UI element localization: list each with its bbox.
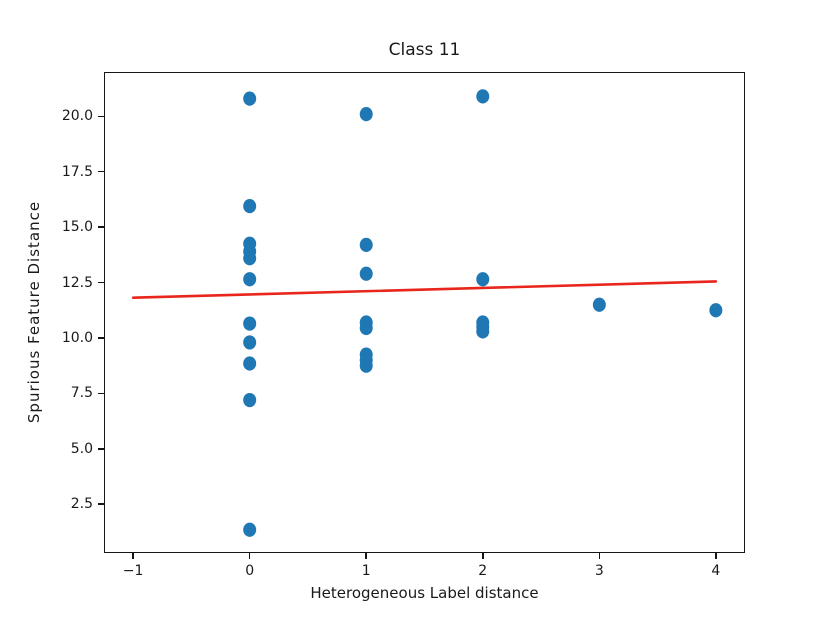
y-tick-mark (98, 448, 104, 450)
x-tick-mark (132, 553, 134, 559)
y-tick-label: 20.0 (61, 108, 93, 125)
y-tick-label: 12.5 (61, 274, 93, 291)
y-tick-label: 2.5 (70, 496, 93, 513)
x-tick-label: −1 (122, 563, 144, 579)
scatter-point (243, 199, 257, 214)
x-axis-label: Heterogeneous Label distance (310, 584, 539, 602)
scatter-point (359, 237, 373, 252)
y-tick-mark (98, 392, 104, 395)
x-tick-mark (598, 553, 601, 559)
x-tick-mark (365, 553, 367, 559)
x-tick-label: 4 (711, 563, 721, 579)
scatter-point (243, 335, 257, 350)
scatter-point (243, 316, 257, 331)
scatter-point (592, 297, 606, 312)
x-tick-label: 1 (361, 563, 371, 579)
trend-line (131, 280, 718, 299)
scatter-point (243, 272, 257, 287)
scatter-point (359, 320, 373, 336)
chart-canvas (131, 89, 723, 537)
scatter-point (243, 356, 257, 371)
y-tick-label: 10.0 (61, 329, 93, 346)
y-tick-label: 7.5 (70, 385, 93, 402)
plot-area (104, 72, 745, 553)
scatter-point (243, 522, 257, 537)
x-tick-label: 3 (594, 563, 604, 579)
scatter-point (243, 91, 257, 106)
x-tick-label: 2 (478, 563, 488, 579)
scatter-point (359, 107, 373, 122)
y-tick-mark (98, 170, 104, 173)
x-tick-mark (715, 553, 717, 559)
scatter-point (476, 89, 490, 104)
y-tick-mark (98, 503, 104, 505)
y-axis-label: Spurious Feature Distance (25, 200, 43, 424)
scatter-point (476, 324, 490, 339)
scatter-point (243, 251, 257, 266)
x-tick-label: 0 (245, 563, 255, 579)
y-tick-label: 15.0 (61, 219, 93, 236)
scatter-point (709, 303, 723, 318)
y-tick-label: 17.5 (61, 163, 93, 180)
scatter-point (359, 266, 373, 281)
y-tick-mark (98, 115, 104, 118)
scatter-point (476, 272, 490, 287)
y-tick-mark (98, 226, 104, 228)
chart-title: Class 11 (388, 40, 461, 60)
x-tick-mark (482, 553, 484, 559)
x-tick-mark (248, 553, 251, 559)
y-tick-mark (98, 337, 104, 339)
y-tick-label: 5.0 (70, 440, 93, 457)
y-tick-mark (98, 281, 104, 284)
scatter-point (359, 358, 373, 373)
scatter-point (243, 392, 257, 408)
